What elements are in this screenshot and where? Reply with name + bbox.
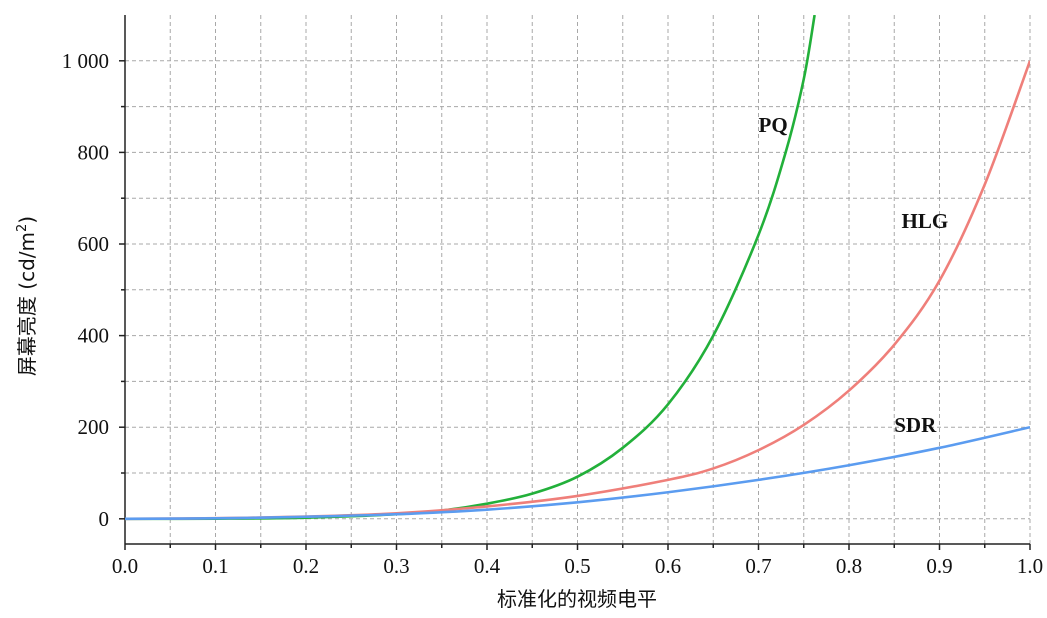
- axes: 0.0 0.1 0.2 0.3 0.4 0.5 0.6 0.7 0.8 0.9 1.0 0 200 400…: [62, 15, 1043, 578]
- y-axis-title-suffix: ): [15, 216, 39, 224]
- y-tick-label: 200: [78, 415, 110, 439]
- x-tick-label: 0.1: [202, 554, 228, 578]
- x-tick-label: 0.7: [745, 554, 771, 578]
- y-tick-label: 1 000: [62, 49, 109, 73]
- y-tick-label: 0: [99, 507, 110, 531]
- series: [125, 15, 1030, 521]
- x-tick-label: 1.0: [1017, 554, 1043, 578]
- y-axis-title-superscript: 2: [15, 224, 30, 232]
- x-tick-label: 0.4: [474, 554, 501, 578]
- y-tick-label: 800: [78, 140, 110, 164]
- grid: [125, 15, 1031, 544]
- y-tick-label: 400: [78, 324, 110, 348]
- series-label-hlg: HLG: [901, 209, 948, 233]
- x-tick-label: 0.0: [112, 554, 138, 578]
- series-labels: PQ HLG SDR: [759, 113, 949, 437]
- x-tick-label: 0.2: [293, 554, 319, 578]
- x-tick-label: 0.8: [836, 554, 862, 578]
- series-line-pq: [125, 15, 816, 521]
- series-line-sdr: [125, 425, 1030, 521]
- x-tick-label: 0.3: [383, 554, 409, 578]
- x-axis-title: 标准化的视频电平: [497, 587, 657, 611]
- series-label-sdr: SDR: [894, 413, 937, 437]
- y-tick-label: 600: [78, 232, 110, 256]
- series-label-pq: PQ: [759, 113, 788, 137]
- x-tick-label: 0.5: [564, 554, 590, 578]
- x-tick-label: 0.9: [926, 554, 952, 578]
- y-axis-title: 屏幕亮度 (cd/m2): [15, 216, 39, 376]
- x-tick-label: 0.6: [655, 554, 681, 578]
- y-axis-title-main: 屏幕亮度 (cd/m: [15, 232, 39, 376]
